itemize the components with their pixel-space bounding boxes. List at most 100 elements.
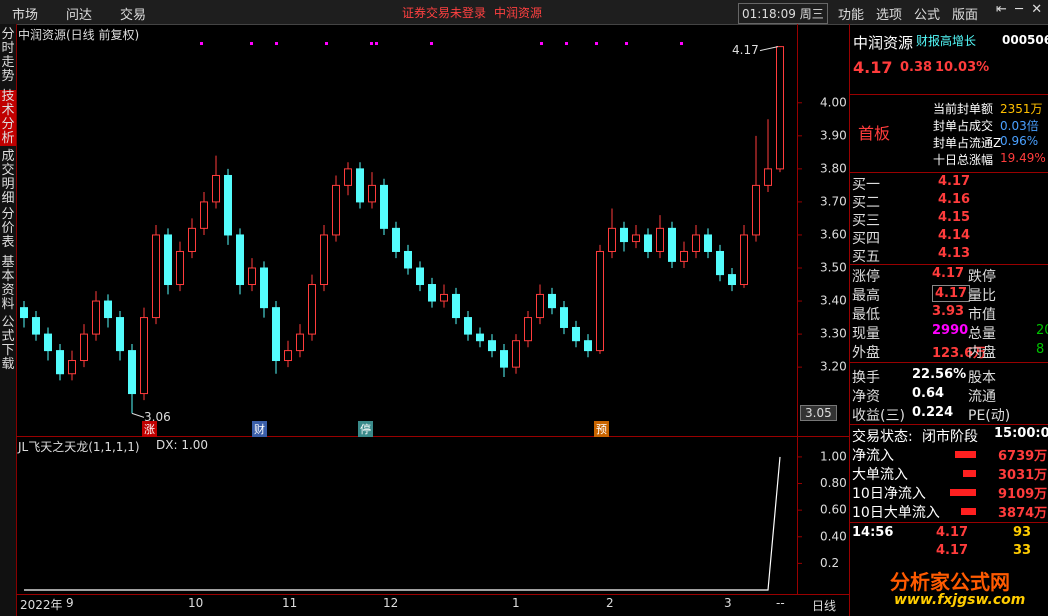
flow-name: 大单流入 [852,467,908,483]
signal-dot [680,42,683,45]
order-price: 4.13 [938,246,971,261]
y-tick-label: 0.2 [820,556,839,570]
stat-name: 换手 [852,370,880,386]
candle-body [512,340,520,368]
seal-name: 封单占流通Z [933,136,1002,150]
window-controls[interactable]: ⇤ ─ ✕ [996,2,1043,17]
menu-bar [0,0,1048,25]
candle-body [428,284,436,302]
tab[interactable]: 技术分析 [0,89,16,146]
event-marker[interactable]: 停 [358,421,373,437]
menu-item[interactable]: 交易 [120,8,147,23]
menu-item[interactable]: 功能 [838,8,865,23]
stat-name: 外盘 [852,345,880,361]
seal-value: 0.03倍 [1000,119,1039,133]
candle-body [704,234,712,252]
candle-body [452,293,460,319]
candle-body [56,350,64,375]
seal-label: 首板 [858,124,891,143]
logo-url: www.fxjgsw.com [894,592,1026,608]
stat-name: 股本 [968,370,996,386]
chart-title: 中润资源(日线 前复权) [18,28,140,42]
stat-name: 最高 [852,288,880,304]
trade-state-label: 交易状态: [852,429,913,445]
order-level: 买三 [852,213,880,229]
panel-divider [849,24,850,616]
separator [850,264,1048,265]
indicator-legend: DX: 1.00 [156,438,209,452]
stat-name: 市值 [968,307,996,323]
candle-body [476,333,484,342]
y-tick-label: 0.40 [820,529,847,543]
candle-body [356,168,364,203]
tick-price: 4.17 [936,543,969,558]
low-pointer [131,412,145,418]
candle-body [548,293,556,309]
x-tick-label: 9 [66,596,74,610]
stat-value: 3.93 [932,304,965,319]
candle-body [188,227,196,252]
candle-body [392,227,400,252]
flow-name: 净流入 [852,448,894,464]
tab[interactable]: 基本资料 [1,255,15,312]
candle-body [740,234,748,286]
y-tick-label: 3.30 [820,327,847,341]
y-tick-label: 0.60 [820,503,847,517]
stat-value: 4.17 [932,266,965,281]
tab[interactable]: 公式下载 [1,315,15,372]
seal-value: 19.49% [1000,151,1046,165]
flow-value: 9109万 [998,487,1048,502]
signal-dot [625,42,628,45]
period[interactable]: 日线 [812,599,837,613]
candle-body [416,267,424,286]
seal-name: 十日总涨幅 [933,153,994,167]
stat-value: 0.64 [912,386,945,401]
tab-strip [0,24,17,616]
low-label: 3.06 [144,410,171,424]
candle-body [776,46,784,170]
stat-name: 最低 [852,307,880,323]
candle-body [284,350,292,362]
tab[interactable]: 分价表 [1,207,15,250]
menu-item[interactable]: 公式 [914,8,941,23]
candle-body [104,300,112,319]
stat-value: 0.224 [912,405,954,420]
signal-dot [325,42,328,45]
event-marker[interactable]: 财 [252,421,267,437]
signal-dot [430,42,433,45]
candle-body [224,174,232,236]
tab[interactable]: 成交明细 [1,149,15,206]
seal-value: 0.96% [1000,134,1039,148]
candle-body [152,234,160,319]
signal-dot [370,42,373,45]
stat-value: 4.17 [932,285,971,302]
x-tick-label: 10 [188,596,204,610]
y-tick-label: 3.90 [820,128,847,142]
y-tick-label: 3.80 [820,161,847,175]
candle-body [620,227,628,243]
signal-dot [250,42,253,45]
candle-body [248,267,256,286]
menu-item[interactable]: 版面 [952,8,979,23]
signal-dot [200,42,203,45]
signal-dot [540,42,543,45]
candle-body [176,250,184,286]
logo: 分析家公式网 www.fxjgsw.com [858,478,1046,614]
event-marker[interactable]: 预 [594,421,609,437]
stat-name: 涨停 [852,269,880,285]
x-tick-label: -- [776,596,785,610]
flow-value: 6739万 [998,449,1048,464]
menu-item[interactable]: 选项 [876,8,903,23]
flow-bar [963,470,976,477]
stat-name: 总量 [968,326,996,342]
candle-body [596,250,604,352]
menu-item[interactable]: 问达 [66,8,93,23]
seal-value: 2351万 [1000,102,1043,116]
event-marker[interactable]: 涨 [142,421,157,437]
logo-name: 分析家公式网 [890,570,1010,594]
menu-item[interactable]: 市场 [12,8,39,23]
tab[interactable]: 分时走势 [1,27,15,84]
flow-value: 3031万 [998,468,1048,483]
order-price: 4.16 [938,192,971,207]
